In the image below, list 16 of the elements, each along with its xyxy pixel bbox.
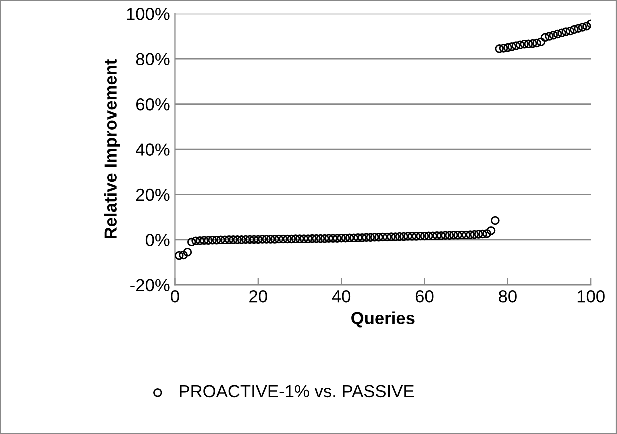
y-tick-label: 80% xyxy=(136,53,170,66)
legend-label: PROACTIVE-1% vs. PASSIVE xyxy=(180,385,414,398)
y-tick-label: 40% xyxy=(136,144,170,156)
x-tick-label: 60 xyxy=(416,290,434,303)
y-tick-label: 20% xyxy=(136,188,170,202)
x-tick-label: 20 xyxy=(250,290,268,303)
y-tick-label: 0% xyxy=(146,234,170,246)
y-axis-title: Relative Improvement xyxy=(104,60,120,239)
y-tick-label: -20% xyxy=(130,279,170,292)
x-tick-label: 80 xyxy=(499,290,517,303)
y-tick-label: 100% xyxy=(127,8,170,20)
x-tick-label: 0 xyxy=(171,290,180,303)
x-axis-title: Queries xyxy=(352,312,415,328)
x-tick-label: 100 xyxy=(578,290,605,303)
y-tick-label: 60% xyxy=(136,98,170,111)
x-tick-label: 40 xyxy=(332,290,351,303)
